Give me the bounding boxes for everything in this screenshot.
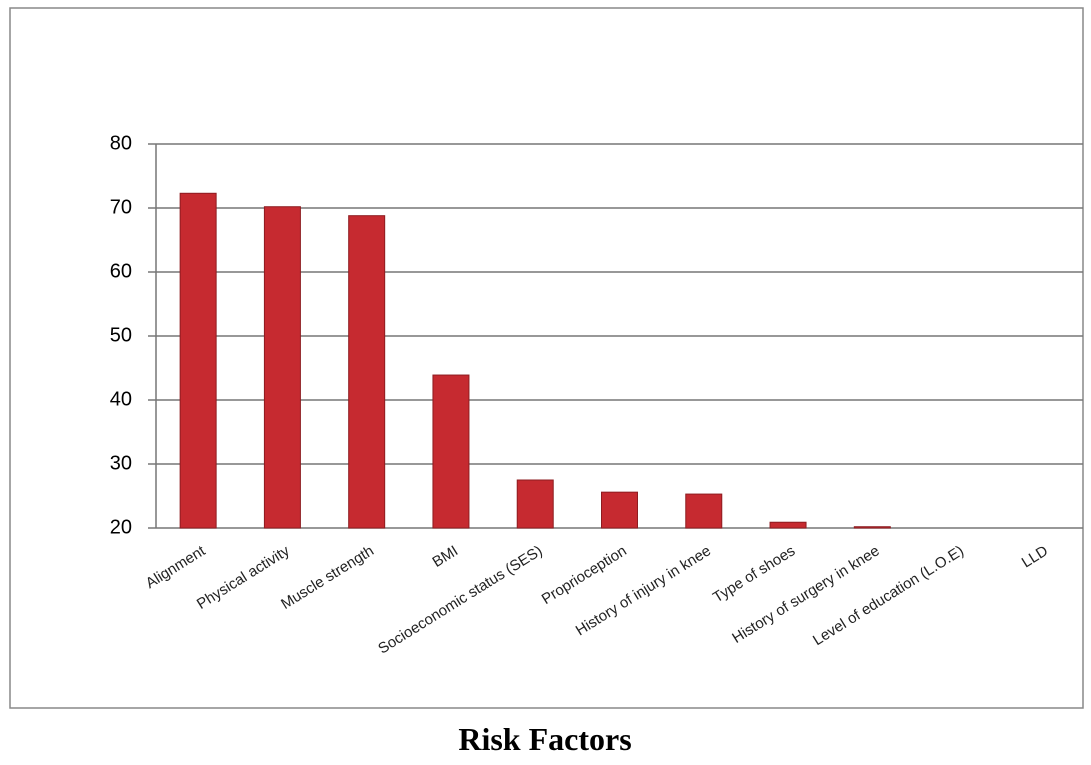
x-tick-label: Socioeconomic status (SES) xyxy=(375,542,545,657)
bar xyxy=(853,526,891,529)
chart-title: Risk Factors xyxy=(458,721,631,757)
y-tick-label: 70 xyxy=(110,196,132,218)
bar xyxy=(516,479,554,529)
y-tick-label: 80 xyxy=(110,132,132,154)
x-tick-label: Muscle strength xyxy=(278,542,377,613)
bar xyxy=(769,521,807,529)
x-tick-label: Physical activity xyxy=(194,542,293,613)
y-tick-label: 50 xyxy=(110,324,132,346)
x-tick-label: Level of education (L.O.E) xyxy=(810,542,967,649)
bar xyxy=(263,206,301,529)
y-tick-label: 20 xyxy=(110,516,132,538)
y-tick-label: 60 xyxy=(110,260,132,282)
bar xyxy=(432,374,470,529)
x-tick-label: Alignment xyxy=(143,542,209,592)
chart-frame xyxy=(9,7,1084,709)
x-tick-label: LLD xyxy=(1019,542,1051,571)
bar xyxy=(685,493,723,529)
y-tick-label: 30 xyxy=(110,452,132,474)
bar xyxy=(601,491,638,529)
x-tick-label: History of injury in knee xyxy=(573,542,714,639)
y-tick-label: 40 xyxy=(110,388,132,410)
bar xyxy=(348,215,386,529)
x-tick-label: BMI xyxy=(430,542,462,571)
x-tick-label: History of surgery in knee xyxy=(729,542,882,647)
bar xyxy=(179,192,217,529)
